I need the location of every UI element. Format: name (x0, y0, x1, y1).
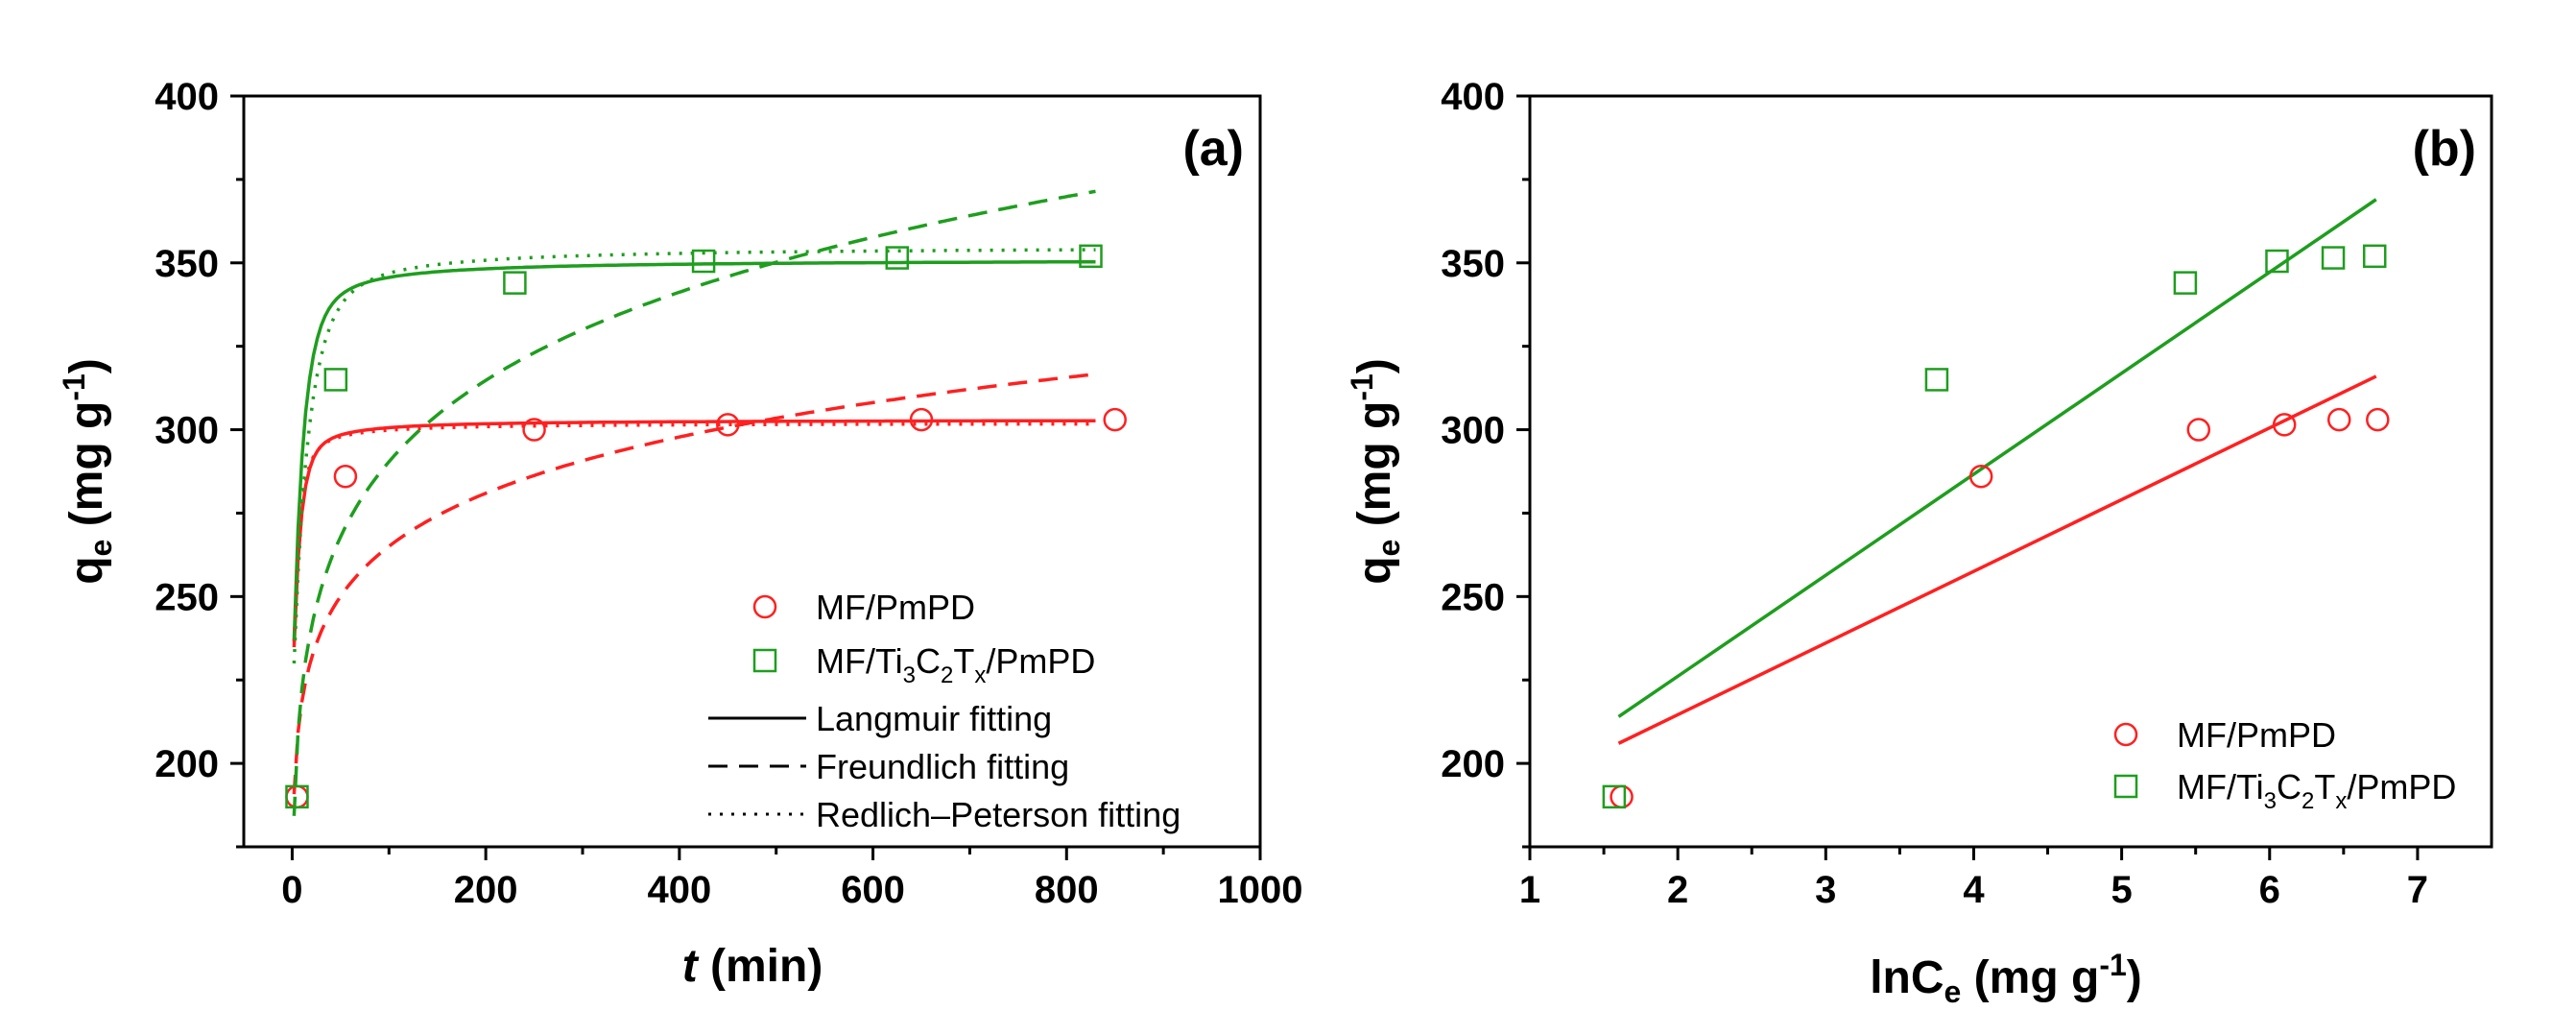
data-point-series0-a (333, 464, 358, 489)
data-point-series1-b (2173, 271, 2198, 295)
y-tick-label-b: 200 (1441, 743, 1505, 785)
x-tick-label-a: 600 (841, 869, 905, 911)
plot-frame-a (242, 94, 1262, 849)
fit-curve-redlich-peterson-series0 (292, 421, 1096, 642)
data-point-series0-b (2272, 413, 2297, 437)
x-tick-label-a: 1000 (1218, 869, 1303, 911)
y-tick-label-a: 250 (155, 576, 219, 618)
chart-panel-b: 1 2 3 4 5 6 7 200 250 300 350 400 (b) MF/PmPD MF/Ti… (1345, 76, 2493, 1009)
fit-line-series0 (1617, 374, 2377, 745)
x-axis-title-a: t (min) (682, 941, 823, 992)
data-point-series1-a (323, 368, 348, 392)
fit-lines-b (1617, 198, 2377, 745)
tick-group-a: 0 200 400 600 800 1000 200 250 300 350 400 (155, 76, 1302, 911)
y-tick-label-a: 200 (155, 743, 219, 785)
chart-panel-a: 0 200 400 600 800 1000 200 250 300 350 400 (a) MF/… (57, 76, 1302, 992)
plot-frame-b (1528, 94, 2493, 849)
legend-label-mfpmpd-a: MF/PmPD (816, 588, 975, 627)
data-points-b (1602, 244, 2390, 809)
legend-marker-mfti3c2tx-b (2113, 774, 2138, 799)
data-point-series0-a (1103, 407, 1127, 432)
x-tick-label-b: 3 (1815, 869, 1836, 911)
data-point-series0-b (1610, 784, 1634, 809)
x-tick-label-b: 7 (2407, 869, 2428, 911)
data-point-series0-b (2366, 407, 2390, 432)
data-point-series1-a (285, 784, 309, 809)
fit-curve-freundlich-series0 (292, 372, 1096, 795)
y-tick-label-a: 350 (155, 243, 219, 285)
legend-b: MF/PmPD MF/Ti3C2Tx/PmPD (2113, 715, 2456, 814)
data-point-series0-b (2186, 418, 2211, 442)
data-point-series1-b (2321, 246, 2346, 270)
data-point-series1-a (1079, 244, 1103, 269)
x-tick-label-b: 1 (1519, 869, 1540, 911)
data-point-series0-a (909, 407, 934, 432)
legend-marker-mfti3c2tx-a (752, 648, 777, 673)
data-point-series0-a (716, 413, 740, 437)
legend-label-mfpmpd-b: MF/PmPD (2177, 715, 2336, 755)
x-tick-label-a: 0 (281, 869, 302, 911)
panel-label-a: (a) (1182, 121, 1244, 177)
data-point-series1-a (503, 271, 527, 295)
tick-group-b: 1 2 3 4 5 6 7 200 250 300 350 400 (1441, 76, 2428, 911)
y-tick-label-a: 400 (155, 76, 219, 118)
x-axis-title-b: lnCe (mg g-1) (1870, 948, 2142, 1009)
y-tick-label-b: 400 (1441, 76, 1505, 118)
y-tick-label-a: 300 (155, 410, 219, 452)
legend-marker-mfpmpd-a (752, 594, 777, 619)
data-point-series0-a (285, 784, 309, 809)
fit-line-series1 (1617, 198, 2377, 718)
y-axis-title-b: qe (mg g-1) (1345, 358, 1406, 585)
x-tick-label-b: 4 (1963, 869, 1985, 911)
y-axis-title-a: qe (mg g-1) (57, 358, 118, 585)
data-point-series1-b (1602, 784, 1627, 809)
data-point-series1-a (691, 249, 716, 274)
legend-label-redlich-peterson: Redlich–Peterson fitting (816, 795, 1181, 834)
x-tick-label-a: 800 (1035, 869, 1099, 911)
data-point-series1-b (1924, 368, 1949, 392)
legend-label-langmuir: Langmuir fitting (816, 699, 1052, 738)
data-points-a (285, 244, 1127, 809)
fit-curves-a (292, 189, 1096, 816)
x-tick-label-a: 400 (647, 869, 711, 911)
fit-curve-langmuir-series0 (292, 419, 1096, 648)
data-point-series0-a (522, 418, 546, 442)
x-tick-label-b: 5 (2111, 869, 2132, 911)
legend-a: MF/PmPD MF/Ti3C2Tx/PmPD Langmuir fitting… (708, 588, 1181, 834)
panel-label-b: (b) (2413, 121, 2476, 177)
y-tick-label-b: 350 (1441, 243, 1505, 285)
x-tick-label-a: 200 (454, 869, 518, 911)
legend-label-mfti3c2tx-a: MF/Ti3C2Tx/PmPD (816, 641, 1095, 688)
legend-label-mfti3c2tx-b: MF/Ti3C2Tx/PmPD (2177, 767, 2456, 814)
legend-label-freundlich: Freundlich fitting (816, 747, 1069, 786)
fit-curve-langmuir-series1 (292, 259, 1096, 640)
x-tick-label-b: 6 (2259, 869, 2280, 911)
fit-curve-redlich-peterson-series1 (292, 248, 1096, 664)
data-point-series1-b (2265, 249, 2289, 274)
data-point-series0-b (2326, 407, 2351, 432)
y-tick-label-b: 250 (1441, 576, 1505, 618)
legend-marker-mfpmpd-b (2113, 722, 2138, 747)
y-tick-label-b: 300 (1441, 410, 1505, 452)
data-point-series0-b (1968, 464, 1993, 489)
x-tick-label-b: 2 (1667, 869, 1688, 911)
data-point-series1-b (2362, 244, 2387, 269)
data-point-series1-a (885, 246, 910, 270)
